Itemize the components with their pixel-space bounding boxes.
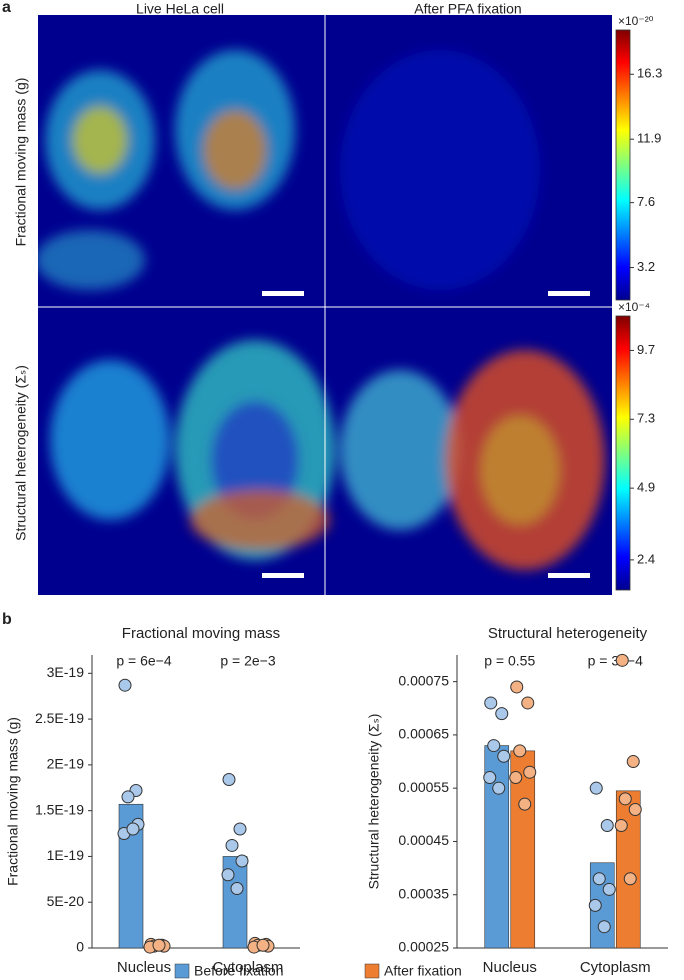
data-point <box>513 744 527 758</box>
row-label: Structural heterogeneity (Σₛ) <box>13 365 29 541</box>
x-tick-label: Cytoplasm <box>580 959 651 976</box>
y-tick-label: 0.00055 <box>398 779 449 795</box>
data-point <box>487 739 501 753</box>
scale-bar <box>548 573 590 578</box>
legend-label: After fixation <box>384 963 462 979</box>
data-point <box>230 881 244 895</box>
legend-label: Before fixation <box>194 963 284 979</box>
scale-bar <box>548 291 590 296</box>
y-tick-label: 2E-19 <box>47 756 85 772</box>
p-value: p = 2e−3 <box>220 653 275 669</box>
panel-label: a <box>2 0 11 16</box>
colorbar-tick-label: 7.3 <box>637 411 655 426</box>
data-point <box>518 797 532 811</box>
colorbar-tick-label: 11.9 <box>637 131 661 146</box>
data-point <box>614 818 628 832</box>
colorbar-tick-label: 16.3 <box>637 66 662 81</box>
data-point <box>626 755 640 769</box>
y-tick-label: 0.00035 <box>398 885 449 901</box>
colorbar-exponent: ×10⁻⁴ <box>618 300 650 314</box>
data-point <box>233 822 247 836</box>
chart-title: Structural heterogeneity <box>488 625 648 642</box>
data-point <box>600 818 614 832</box>
y-axis-label: Fractional moving mass (g) <box>5 717 21 886</box>
data-point <box>121 790 135 804</box>
p-value: p = 6e−4 <box>116 653 171 669</box>
colorbar <box>615 29 631 301</box>
scale-bar <box>262 291 304 296</box>
panel-label: b <box>2 611 12 628</box>
data-point <box>495 707 509 721</box>
scale-bar <box>262 573 304 578</box>
y-tick-label: 0.00075 <box>398 672 449 688</box>
y-axis-label: Structural heterogeneity (Σₛ) <box>366 714 382 890</box>
data-point <box>483 771 497 785</box>
data-point <box>510 680 524 694</box>
column-title: Live HeLa cell <box>136 1 224 17</box>
y-tick-label: 5E-20 <box>47 893 85 909</box>
colorbar-tick-label: 2.4 <box>637 551 655 566</box>
colorbar-tick-label: 3.2 <box>637 259 655 274</box>
data-point <box>225 838 239 852</box>
data-point <box>484 696 498 710</box>
colorbar-tick-label: 7.6 <box>637 194 655 209</box>
chart-title: Fractional moving mass <box>122 625 280 642</box>
data-point <box>597 920 611 934</box>
data-point <box>615 653 629 667</box>
data-point <box>623 872 637 886</box>
x-tick-label: Nucleus <box>117 959 171 976</box>
legend-swatch <box>174 963 190 979</box>
legend-swatch <box>364 963 380 979</box>
data-point <box>628 802 642 816</box>
data-point <box>618 792 632 806</box>
colorbar <box>615 315 631 591</box>
colorbar-exponent: ×10⁻²⁰ <box>618 14 654 28</box>
data-point <box>602 882 616 896</box>
data-point <box>497 749 511 763</box>
data-point <box>509 771 523 785</box>
data-point <box>588 898 602 912</box>
row-label: Fractional moving mass (g) <box>13 78 29 247</box>
data-point <box>222 773 236 787</box>
data-point <box>592 872 606 886</box>
y-tick-label: 0.00045 <box>398 832 449 848</box>
data-point <box>256 938 270 952</box>
colorbar-tick-label: 9.7 <box>637 342 655 357</box>
y-tick-label: 0.00025 <box>398 939 449 955</box>
bar <box>615 790 641 949</box>
y-tick-label: 0 <box>76 939 84 955</box>
data-point <box>235 854 249 868</box>
y-tick-label: 3E-19 <box>47 664 85 680</box>
data-point <box>118 678 132 692</box>
data-point <box>521 696 535 710</box>
data-point <box>492 781 506 795</box>
image-texture <box>38 50 605 570</box>
micrographs <box>38 15 612 595</box>
y-tick-label: 2.5E-19 <box>35 710 84 726</box>
y-tick-label: 0.00065 <box>398 726 449 742</box>
p-value: p = 3e−4 <box>588 653 643 669</box>
data-point <box>589 781 603 795</box>
y-tick-label: 1.5E-19 <box>35 801 84 817</box>
data-point <box>523 765 537 779</box>
data-point <box>221 868 235 882</box>
y-tick-label: 1E-19 <box>47 847 85 863</box>
x-tick-label: Cytoplasm <box>213 959 284 976</box>
column-title: After PFA fixation <box>414 1 521 17</box>
data-point <box>152 938 166 952</box>
colorbar-tick-label: 4.9 <box>637 480 655 495</box>
data-point <box>126 822 140 836</box>
p-value: p = 0.55 <box>484 653 535 669</box>
x-tick-label: Nucleus <box>483 959 537 976</box>
